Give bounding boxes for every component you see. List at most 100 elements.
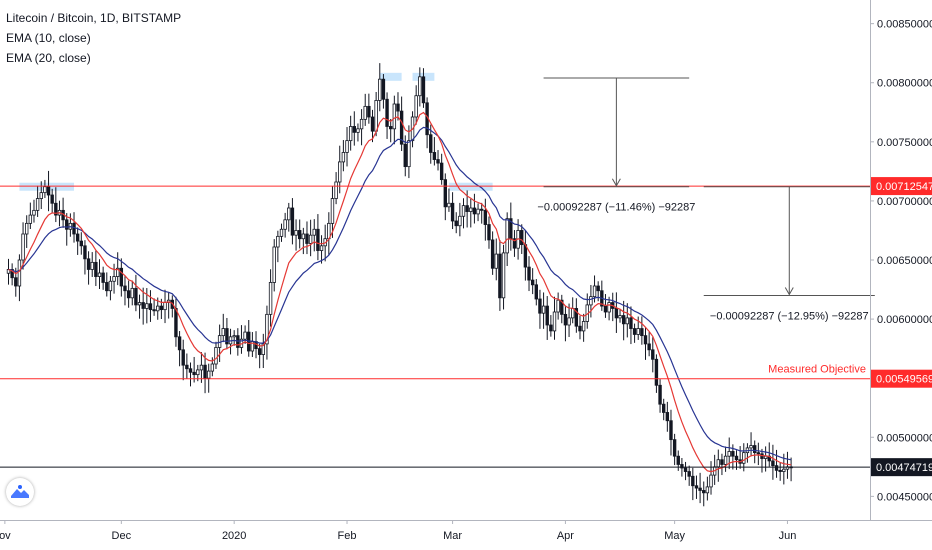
candle-body-189	[694, 485, 699, 489]
candle-body-101	[374, 100, 378, 132]
candle-body-25	[97, 272, 102, 277]
candle-body-120	[443, 179, 447, 208]
candle-body-16	[65, 219, 69, 230]
price-axis-labels: 0.00712547 0.00549569 0.00474719	[871, 177, 932, 477]
candle-body-202	[742, 452, 746, 464]
price-tick-label: 0.00650000	[877, 255, 932, 267]
candle-body-50	[188, 368, 193, 373]
candle-body-59	[221, 328, 225, 337]
candle-body-137	[505, 218, 509, 254]
price-tick-label: 0.00800000	[877, 78, 932, 90]
candle-body-42	[159, 305, 164, 311]
candle-body-110	[407, 140, 411, 168]
candle-body-211	[774, 465, 779, 471]
candle-body-133	[490, 239, 495, 269]
ema20-legend[interactable]: EMA (20, close)	[6, 51, 91, 65]
candle-body-179	[658, 384, 662, 405]
candle-body-100	[370, 116, 375, 132]
candle-body-19	[75, 233, 80, 242]
candle-body-128	[472, 207, 477, 215]
candle-body-200	[734, 455, 739, 461]
candle-body-178	[654, 358, 659, 386]
candle-body-70	[261, 343, 265, 355]
candle-body-103	[381, 78, 386, 100]
candle-body-79	[294, 230, 298, 236]
candle-body-65	[243, 331, 247, 340]
candle-body-0	[6, 269, 11, 274]
candle-body-124	[458, 215, 462, 227]
candle-body-164	[603, 305, 608, 313]
candle-body-126	[465, 205, 469, 212]
candle-body-104	[385, 98, 389, 127]
price-tick-label: 0.00600000	[877, 314, 932, 326]
candle-body-134	[494, 253, 498, 269]
candle-body-129	[476, 208, 480, 215]
candle-body-169	[621, 315, 626, 325]
measure-arrowhead-0	[611, 178, 621, 187]
candle-body-26	[101, 272, 105, 283]
highlight-box-0	[19, 182, 75, 191]
candle-body-161	[592, 285, 597, 298]
candle-body-186	[683, 467, 688, 472]
candle-body-23	[90, 261, 94, 270]
time-tick-label: Dec	[112, 530, 132, 542]
candle-body-143	[527, 266, 531, 281]
time-axis[interactable]: ov Dec 2020 Feb Mar Apr May Jun	[0, 520, 796, 542]
candle-body-114	[421, 76, 426, 104]
tradingview-logo-icon[interactable]	[6, 478, 34, 506]
candle-body-10	[43, 186, 47, 194]
candle-body-22	[86, 258, 91, 270]
candle-body-95	[352, 126, 356, 133]
candle-body-60	[225, 328, 229, 345]
symbol-title[interactable]: Litecoin / Bitcoin, 1D, BITSTAMP	[6, 11, 182, 25]
price-axis[interactable]: 0.00850000 0.00800000 0.00750000 0.00700000…	[870, 19, 932, 504]
candle-body-199	[731, 451, 735, 457]
candle-body-182	[669, 420, 673, 441]
candle-body-151	[556, 299, 560, 313]
price-tick-label: 0.00700000	[877, 196, 932, 208]
candle-body-86	[319, 245, 324, 251]
resistance-price-label: 0.00712547	[876, 181, 932, 193]
candle-body-53	[199, 364, 204, 371]
time-tick-label: Mar	[443, 530, 462, 542]
candle-body-192	[705, 486, 710, 494]
candle-body-135	[498, 253, 502, 299]
measure-label-1: −0.00092287 (−12.95%) −92287	[710, 310, 869, 322]
candle-body-195	[716, 459, 720, 468]
candle-body-157	[578, 325, 582, 332]
candle-body-39	[148, 303, 153, 311]
candle-body-212	[778, 469, 782, 472]
candle-body-97	[359, 118, 364, 130]
candle-body-27	[105, 282, 109, 292]
candle-body-71	[265, 313, 269, 345]
candle-body-33	[126, 290, 131, 299]
candle-body-41	[156, 305, 160, 312]
candle-body-153	[563, 313, 568, 326]
candle-body-84	[312, 228, 316, 236]
candle-body-141	[520, 230, 524, 246]
candle-body-13	[54, 202, 58, 216]
candle-body-29	[112, 276, 116, 282]
candle-body-43	[163, 302, 167, 311]
price-tick-label: 0.00850000	[877, 19, 932, 31]
candle-body-102	[378, 78, 382, 101]
candle-body-12	[50, 194, 54, 204]
candle-body-155	[571, 308, 575, 319]
candle-body-11	[46, 186, 51, 196]
candle-body-206	[756, 452, 761, 455]
ema20-line	[8, 126, 792, 461]
candle-body-85	[316, 228, 320, 251]
candle-body-123	[454, 220, 458, 227]
candle-body-55	[206, 370, 211, 379]
candles	[6, 63, 793, 507]
candle-body-36	[137, 302, 142, 306]
candle-body-158	[581, 321, 586, 332]
ema10-legend[interactable]: EMA (10, close)	[6, 31, 91, 45]
candle-body-38	[145, 303, 149, 309]
candle-body-99	[367, 105, 371, 118]
candle-body-75	[279, 228, 284, 237]
candle-body-108	[399, 110, 404, 145]
current-price-label: 0.00474719	[876, 462, 932, 474]
candle-body-156	[574, 308, 579, 327]
